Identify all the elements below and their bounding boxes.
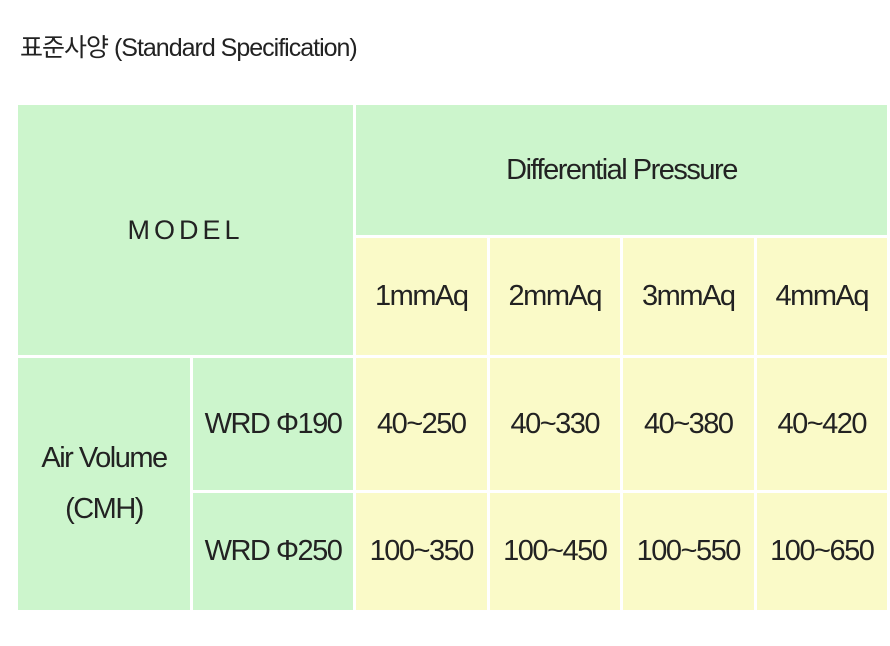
unit-cell: 4mmAq (753, 235, 890, 358)
pressure-header: Differential Pressure (353, 102, 890, 238)
group-label: Air Volume (CMH) (15, 355, 193, 613)
spec-table: MODEL Differential Pressure 1mmAq 2mmAq … (15, 102, 890, 613)
value-cell: 40~420 (753, 355, 890, 493)
unit-cell: 1mmAq (353, 235, 490, 358)
page-title: 표준사양 (Standard Specification) (20, 34, 358, 62)
value-cell: 40~250 (353, 355, 490, 493)
unit-cell: 3mmAq (620, 235, 757, 358)
value-cell: 100~450 (486, 490, 623, 613)
value-cell: 100~550 (620, 490, 757, 613)
value-cell: 40~330 (486, 355, 623, 493)
unit-cell: 2mmAq (486, 235, 623, 358)
group-label-line: (CMH) (65, 493, 144, 525)
model-header: MODEL (15, 102, 356, 358)
model-cell: WRD Φ190 (190, 355, 356, 493)
value-cell: 100~650 (753, 490, 890, 613)
value-cell: 40~380 (620, 355, 757, 493)
group-label-line: Air Volume (41, 442, 168, 474)
model-cell: WRD Φ250 (190, 490, 356, 613)
value-cell: 100~350 (353, 490, 490, 613)
